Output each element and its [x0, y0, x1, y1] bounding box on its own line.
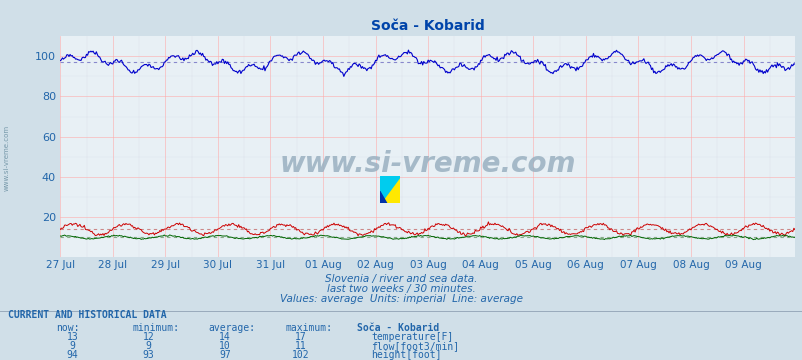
Text: temperature[F]: temperature[F]: [371, 332, 452, 342]
Text: Soča - Kobarid: Soča - Kobarid: [357, 323, 439, 333]
Text: 94: 94: [67, 350, 78, 360]
Text: 93: 93: [143, 350, 154, 360]
Text: www.si-vreme.com: www.si-vreme.com: [3, 125, 10, 192]
Polygon shape: [379, 176, 399, 203]
Text: flow[foot3/min]: flow[foot3/min]: [371, 341, 459, 351]
Polygon shape: [379, 176, 399, 203]
Text: 102: 102: [292, 350, 310, 360]
Text: now:: now:: [56, 323, 79, 333]
Text: height[foot]: height[foot]: [371, 350, 441, 360]
Text: 11: 11: [295, 341, 306, 351]
Text: 9: 9: [69, 341, 75, 351]
Text: maximum:: maximum:: [285, 323, 332, 333]
Text: CURRENT AND HISTORICAL DATA: CURRENT AND HISTORICAL DATA: [8, 310, 167, 320]
Text: www.si-vreme.com: www.si-vreme.com: [279, 150, 575, 179]
Text: 13: 13: [67, 332, 78, 342]
Text: Slovenia / river and sea data.: Slovenia / river and sea data.: [325, 274, 477, 284]
Text: 12: 12: [143, 332, 154, 342]
Text: Values: average  Units: imperial  Line: average: Values: average Units: imperial Line: av…: [280, 294, 522, 304]
Text: 14: 14: [219, 332, 230, 342]
Text: last two weeks / 30 minutes.: last two weeks / 30 minutes.: [326, 284, 476, 294]
Text: 17: 17: [295, 332, 306, 342]
Text: 9: 9: [145, 341, 152, 351]
Polygon shape: [379, 191, 387, 203]
Text: average:: average:: [209, 323, 256, 333]
Text: 10: 10: [219, 341, 230, 351]
Text: 97: 97: [219, 350, 230, 360]
Text: minimum:: minimum:: [132, 323, 180, 333]
Title: Soča - Kobarid: Soča - Kobarid: [371, 19, 484, 33]
